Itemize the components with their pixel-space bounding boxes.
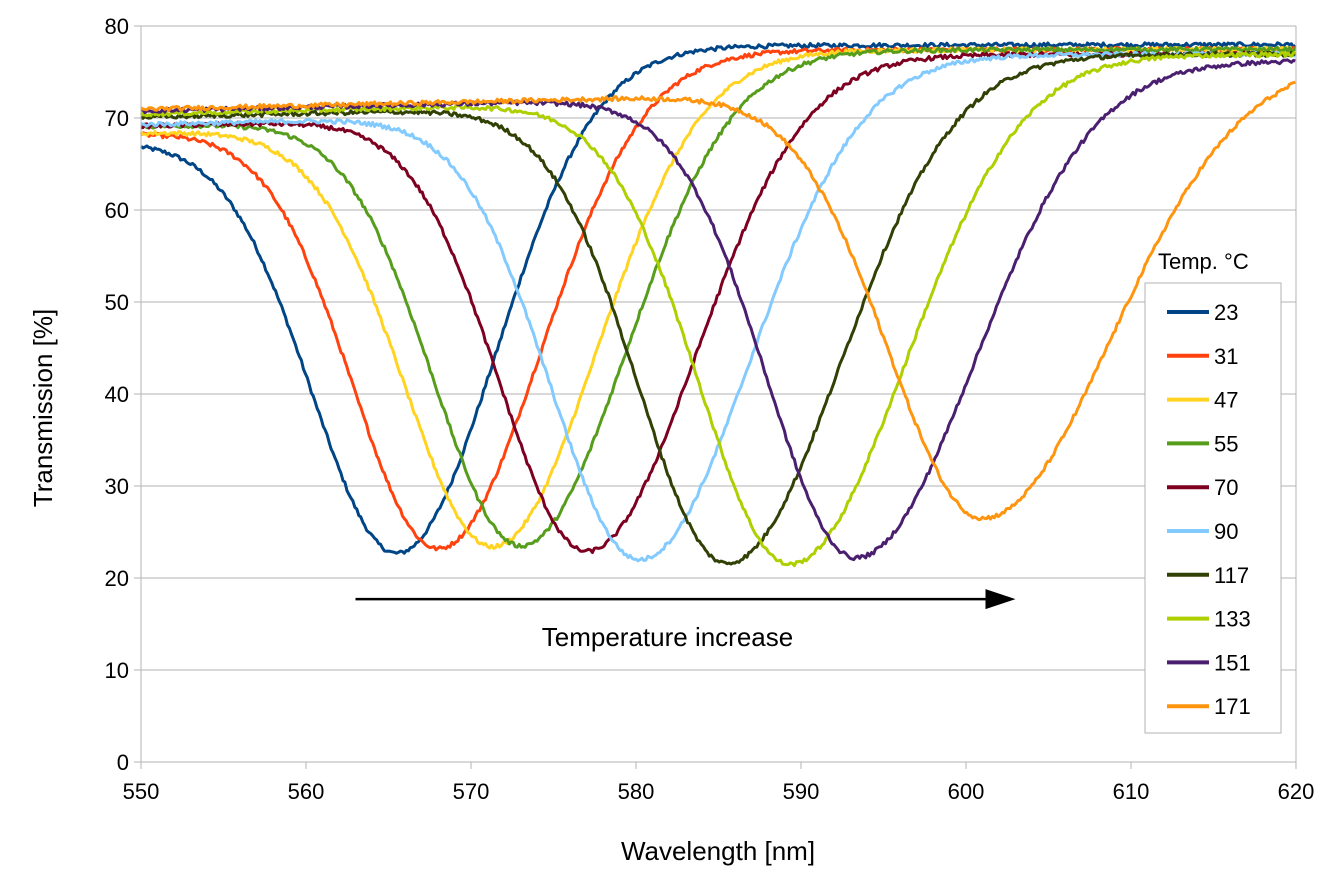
- x-tick-label: 570: [453, 779, 490, 804]
- series-lines: [139, 41, 1297, 568]
- x-axis-title: Wavelength [nm]: [621, 836, 815, 866]
- axes: 0 10 20 30 40 50 60 70 80 550 560 570 580 590 600 610 62…: [105, 14, 1315, 804]
- legend-label-171: 171: [1214, 694, 1251, 719]
- grid-lines: [141, 25, 1296, 763]
- series-line-90: [140, 50, 1296, 563]
- y-tick-label: 40: [105, 382, 129, 407]
- x-tick-label: 600: [948, 779, 985, 804]
- x-tick-label: 610: [1113, 779, 1150, 804]
- legend: 23 31 47 55 70 90 117 133 151 171: [1144, 282, 1282, 734]
- legend-label-133: 133: [1214, 607, 1251, 632]
- legend-label-55: 55: [1214, 431, 1238, 456]
- y-tick-label: 10: [105, 658, 129, 683]
- x-tick-label: 620: [1278, 779, 1315, 804]
- legend-label-151: 151: [1214, 650, 1251, 675]
- legend-label-117: 117: [1214, 563, 1249, 588]
- x-tick-label: 560: [288, 779, 325, 804]
- legend-label-47: 47: [1214, 388, 1238, 413]
- annotation-arrow-head: [985, 589, 1016, 610]
- series-line-117: [140, 50, 1296, 566]
- y-axis-title: Transmission [%]: [28, 309, 58, 507]
- y-tick-label: 70: [105, 106, 129, 131]
- y-tick-label: 80: [105, 14, 129, 39]
- series-line-23: [140, 41, 1297, 555]
- legend-title: Temp. °C: [1158, 249, 1249, 274]
- y-tick-label: 0: [117, 750, 129, 775]
- x-tick-label: 580: [618, 779, 655, 804]
- annotation-text: Temperature increase: [542, 622, 793, 652]
- series-line-55: [140, 45, 1297, 549]
- y-tick-label: 60: [105, 198, 129, 223]
- y-tick-label: 30: [105, 474, 129, 499]
- x-tick-label: 590: [783, 779, 820, 804]
- legend-label-31: 31: [1214, 344, 1238, 369]
- series-line-133: [139, 51, 1296, 568]
- series-line-171: [140, 80, 1296, 522]
- x-tick-label: 550: [123, 779, 160, 804]
- legend-label-70: 70: [1214, 475, 1238, 500]
- y-tick-label: 50: [105, 290, 129, 315]
- temperature-annotation: Temperature increase: [355, 589, 1016, 652]
- legend-label-90: 90: [1214, 519, 1238, 544]
- legend-box: [1144, 282, 1282, 734]
- y-tick-label: 20: [105, 566, 129, 591]
- legend-label-23: 23: [1214, 300, 1238, 325]
